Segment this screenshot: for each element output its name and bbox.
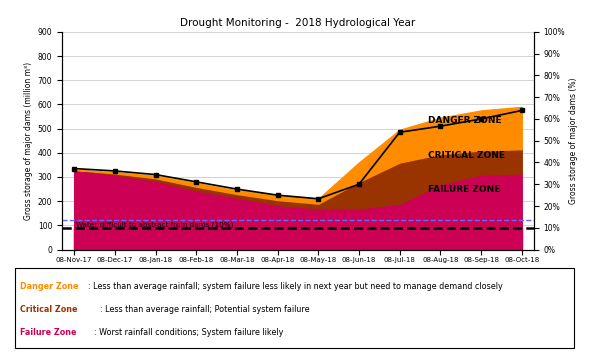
Title: Drought Monitoring -  2018 Hydrological Year: Drought Monitoring - 2018 Hydrological Y… <box>181 18 415 28</box>
FancyBboxPatch shape <box>15 268 574 348</box>
Text: CRITICAL ZONE: CRITICAL ZONE <box>428 151 505 160</box>
Y-axis label: Gross storage of major dams (million m³): Gross storage of major dams (million m³) <box>24 62 34 220</box>
Text: : Worst rainfall conditions; System failure likely: : Worst rainfall conditions; System fail… <box>94 328 283 337</box>
Text: Danger Zone: Danger Zone <box>20 282 79 291</box>
Text: Implementation of Phase 2 of CCT Disaster Plan (13.5%): Implementation of Phase 2 of CCT Disaste… <box>76 213 280 220</box>
Text: Failure Zone: Failure Zone <box>20 328 77 337</box>
Text: : Less than average rainfall; system failure less likely in next year but need t: : Less than average rainfall; system fai… <box>87 282 502 291</box>
Text: : Less than average rainfall; Potential system failure: : Less than average rainfall; Potential … <box>100 305 309 314</box>
Text: Water difficult to abstract from dams (10%): Water difficult to abstract from dams (1… <box>76 222 234 228</box>
Y-axis label: Gross storage of major dams (%): Gross storage of major dams (%) <box>569 78 578 204</box>
Text: Critical Zone: Critical Zone <box>20 305 78 314</box>
Text: DANGER ZONE: DANGER ZONE <box>428 116 502 125</box>
Text: FAILURE ZONE: FAILURE ZONE <box>428 184 500 194</box>
